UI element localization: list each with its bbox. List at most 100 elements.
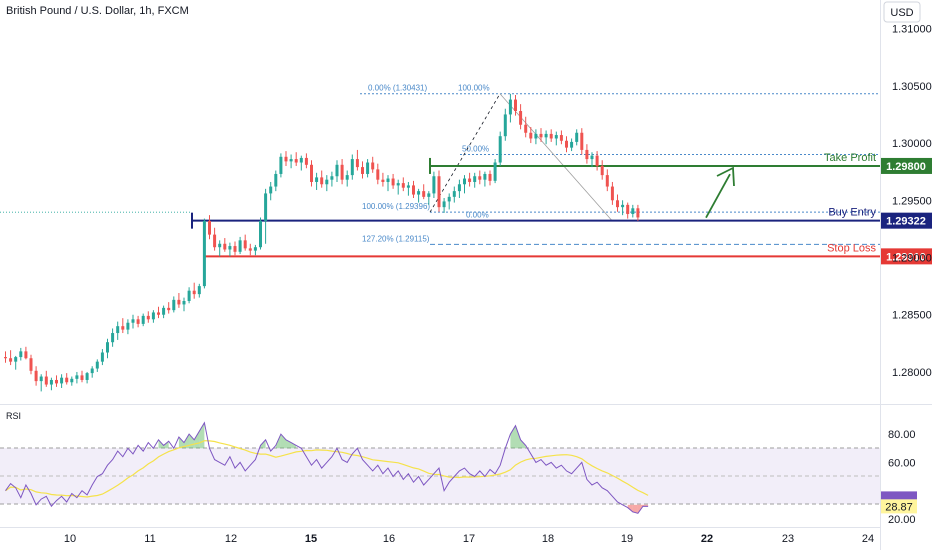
candle [335,160,339,182]
candle [320,170,324,188]
candle-body [274,173,278,187]
candle-body [437,176,441,208]
time-tick-label: 16 [383,533,395,545]
candle-body [508,99,512,115]
price-tick-label: 1.29500 [892,195,932,207]
candle-body [412,185,415,195]
candle-body [218,243,222,248]
candle [381,172,385,187]
arrow-line [705,173,731,219]
rsi-overbought-fill [178,436,184,449]
fib-level-label: 100.00% [458,84,490,93]
candle [167,302,171,314]
rsi-value-tag [881,499,917,514]
candle-body [259,220,262,248]
candle-body [452,191,456,197]
candle [279,153,283,178]
candle [116,321,120,340]
candle-body [233,246,237,252]
candle-body [162,307,166,315]
candle [580,128,584,155]
candle-body [202,220,206,287]
candle [325,175,329,192]
candle [248,243,252,256]
candle [187,287,191,304]
candle-body [85,373,89,380]
candle-body [361,167,364,174]
rsi-overbought-fill [280,434,286,449]
fib-level-label: 100.00% (1.29396) [362,202,430,211]
candle [585,144,589,164]
candle [157,306,160,319]
candle [4,351,7,363]
candle [80,370,84,383]
candle [417,188,421,203]
candle-body [95,361,99,369]
candle [473,172,477,188]
rsi-overbought-fill [184,434,190,449]
candle-body [4,357,7,359]
candle-body [269,186,273,194]
level-price-tag [881,212,932,229]
candle [70,376,74,386]
candle-body [310,164,313,182]
candle [121,318,125,334]
candle-body [29,358,33,371]
candle-body [172,299,176,311]
rsi-overbought-fill [510,425,516,449]
candle-body [80,375,84,380]
currency-button[interactable] [883,1,921,23]
time-tick-label: 22 [701,533,713,545]
fib-level-label: 50.00% [462,145,489,154]
candle [208,215,211,240]
candle-body [60,377,64,384]
rsi-ma-line [5,440,649,498]
price-tick-label: 1.30500 [892,81,932,93]
candle [49,377,53,391]
candle [432,171,436,198]
candle-body [595,155,599,166]
candle-body [621,204,625,208]
level-price-tag [881,248,932,265]
rsi-oversold-fill [632,504,638,514]
candle [233,241,237,256]
currency-label: USD [890,7,913,19]
candle-body [396,183,400,186]
price-tick-label: 1.28000 [892,367,932,379]
candle [75,371,79,384]
candle-body [121,326,125,330]
fib-level-label: 0.00% [466,211,489,220]
candle-body [514,99,517,112]
rsi-tick-label: 20.00 [888,514,916,526]
candle [406,181,410,196]
candle-body [228,246,232,250]
candle-body [340,164,344,180]
candle [340,159,344,185]
candle [95,359,99,372]
level-price-label: 1.29800 [886,161,926,173]
candle-body [350,159,354,176]
candle-body [457,184,461,192]
candle-body [493,162,497,181]
candle [243,234,247,251]
candle-body [136,319,140,324]
candle [391,173,395,189]
rsi-overbought-fill [286,439,292,449]
candle-body [19,351,23,358]
candle [437,170,441,212]
candle [549,129,553,142]
candle [626,202,630,219]
candle-body [381,179,385,182]
candle [85,371,89,384]
candle-body [498,136,502,163]
candle [452,186,456,203]
candle-body [243,240,247,249]
candle-body [335,164,339,177]
candle-body [167,307,171,311]
candle-body [55,379,58,384]
candle-body [565,140,568,148]
candle [151,310,155,323]
candle-body [304,157,308,165]
candle [355,149,359,171]
candle [55,375,58,387]
